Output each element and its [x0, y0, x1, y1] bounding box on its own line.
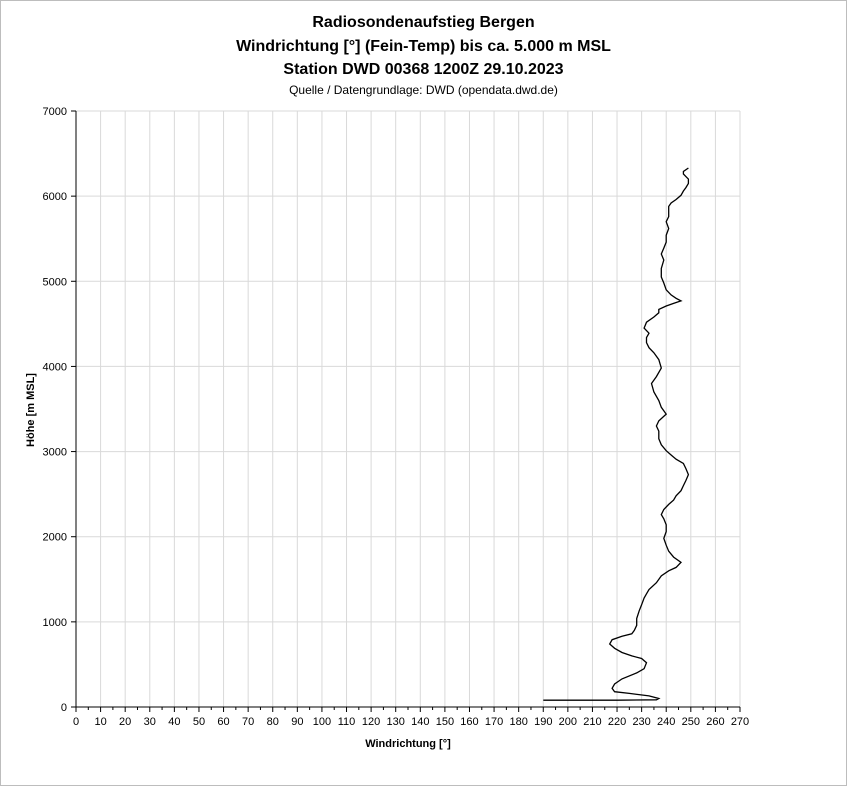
x-tick-label: 160	[460, 716, 478, 728]
x-tick-label: 130	[387, 716, 405, 728]
x-tick-label: 190	[534, 716, 552, 728]
x-tick-label: 230	[632, 716, 650, 728]
chart-subtitle-2: Station DWD 00368 1200Z 29.10.2023	[283, 61, 564, 78]
x-tick-label: 180	[509, 716, 527, 728]
x-tick-label: 210	[583, 716, 601, 728]
y-tick-label: 2000	[43, 532, 67, 544]
x-tick-label: 50	[193, 716, 205, 728]
x-tick-label: 70	[242, 716, 254, 728]
x-tick-label: 220	[608, 716, 626, 728]
x-tick-label: 150	[436, 716, 454, 728]
x-tick-label: 140	[411, 716, 429, 728]
x-tick-label: 120	[362, 716, 380, 728]
grid	[76, 110, 741, 707]
chart-title: Radiosondenaufstieg Bergen	[312, 14, 535, 31]
chart-source: Quelle / Datengrundlage: DWD (opendata.d…	[289, 83, 558, 97]
x-tick-label: 170	[485, 716, 503, 728]
y-tick-label: 7000	[43, 106, 67, 118]
x-tick-label: 250	[682, 716, 700, 728]
wind-direction-line	[543, 167, 690, 701]
y-tick-label: 3000	[43, 447, 67, 459]
y-tick-label: 1000	[43, 617, 67, 629]
y-tick-labels: 0 1000 2000 3000 4000 5000 6000 7000	[43, 106, 67, 714]
x-tick-label: 260	[706, 716, 724, 728]
x-tick-label: 60	[217, 716, 229, 728]
x-tick-label: 270	[731, 716, 749, 728]
y-tick-label: 5000	[43, 276, 67, 288]
x-tick-label: 30	[144, 716, 156, 728]
x-tick-labels: 0 10 20 30 40 50 60 70 80 90 100 110 120 130 140 150 160…	[73, 716, 749, 728]
chart-subtitle-1: Windrichtung [°] (Fein-Temp) bis ca. 5.0…	[236, 38, 611, 55]
x-tick-label: 240	[657, 716, 675, 728]
y-axis-label: Höhe [m MSL]	[25, 373, 37, 447]
x-tick-label: 200	[559, 716, 577, 728]
x-tick-label: 0	[73, 716, 79, 728]
x-tick-label: 100	[313, 716, 331, 728]
x-tick-label: 20	[119, 716, 131, 728]
x-axis-label: Windrichtung [°]	[365, 738, 451, 750]
x-tick-label: 110	[338, 716, 356, 728]
y-tick-label: 4000	[43, 361, 67, 373]
x-tick-label: 10	[94, 716, 106, 728]
x-tick-label: 90	[291, 716, 303, 728]
x-tick-label: 40	[168, 716, 180, 728]
axes	[71, 110, 741, 712]
y-tick-label: 0	[61, 702, 67, 714]
y-tick-label: 6000	[43, 191, 67, 203]
x-tick-label: 80	[267, 716, 279, 728]
